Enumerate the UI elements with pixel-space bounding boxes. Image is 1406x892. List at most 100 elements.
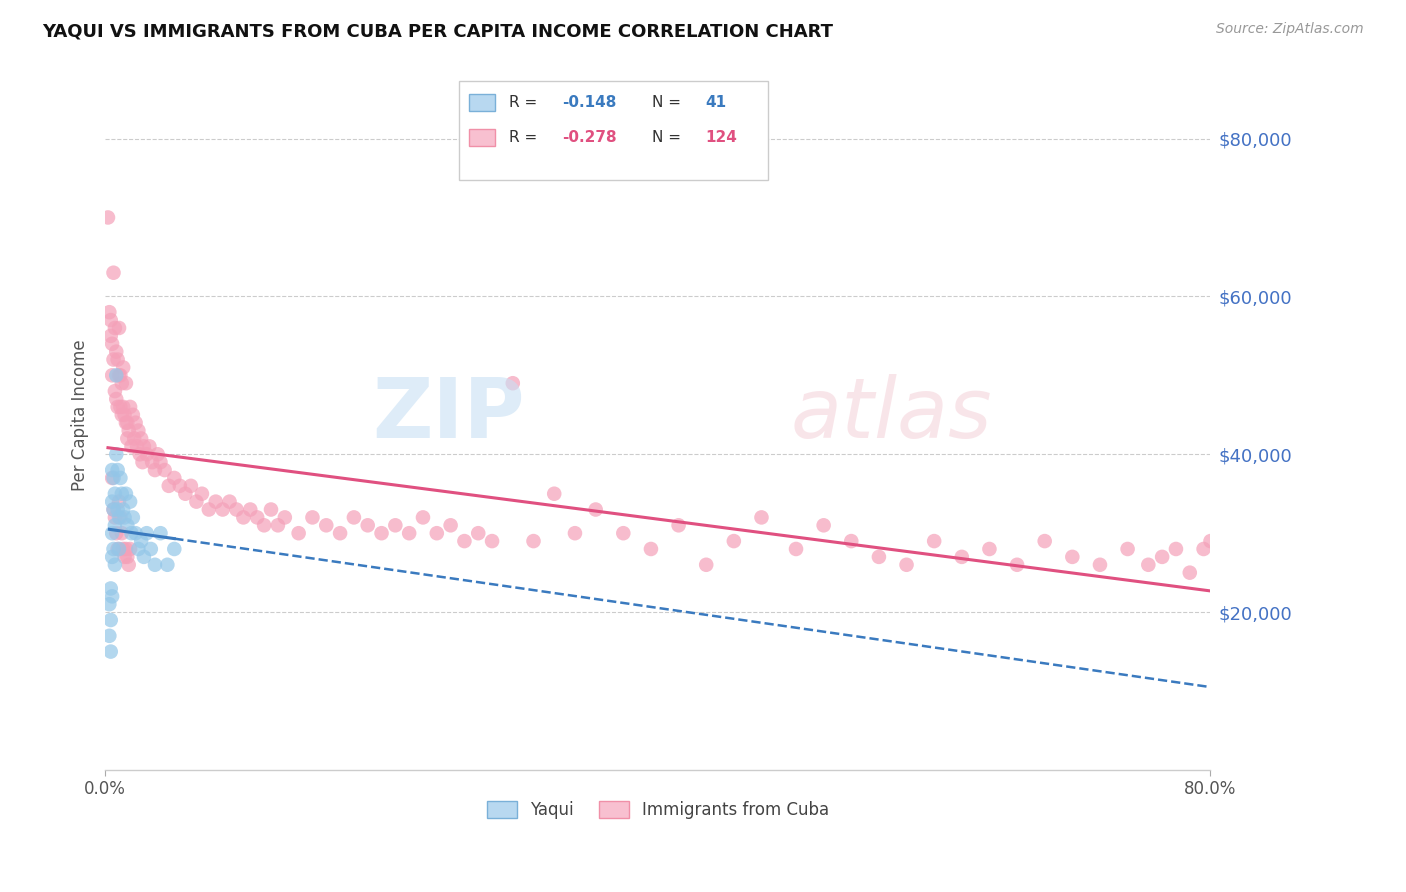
Point xyxy=(107,352,129,367)
Point xyxy=(1088,558,1111,572)
Point xyxy=(218,494,240,508)
Point xyxy=(108,541,131,556)
Point xyxy=(108,494,131,508)
Point xyxy=(668,518,690,533)
Point xyxy=(204,494,226,508)
Point xyxy=(104,384,127,398)
Point xyxy=(105,526,128,541)
Point xyxy=(122,432,145,446)
Point xyxy=(98,597,121,611)
Point xyxy=(100,582,122,596)
FancyBboxPatch shape xyxy=(468,129,495,146)
Point xyxy=(110,471,132,485)
Point xyxy=(211,502,233,516)
FancyBboxPatch shape xyxy=(468,94,495,111)
Text: N =: N = xyxy=(652,95,686,110)
Point xyxy=(114,408,136,422)
Point xyxy=(149,455,172,469)
Point xyxy=(156,558,179,572)
Point xyxy=(101,463,124,477)
Point xyxy=(111,376,134,391)
Point xyxy=(785,541,807,556)
Legend: Yaqui, Immigrants from Cuba: Yaqui, Immigrants from Cuba xyxy=(479,794,835,826)
Point xyxy=(1178,566,1201,580)
Point xyxy=(246,510,269,524)
Point xyxy=(129,432,152,446)
Point xyxy=(103,266,125,280)
Point xyxy=(267,518,290,533)
Point xyxy=(1137,558,1160,572)
Point xyxy=(640,541,662,556)
Point xyxy=(1033,534,1056,549)
Point xyxy=(103,352,125,367)
Point xyxy=(127,424,149,438)
Point xyxy=(522,534,544,549)
Point xyxy=(105,392,128,406)
Point xyxy=(453,534,475,549)
Point xyxy=(108,368,131,383)
Point xyxy=(117,549,139,564)
Point xyxy=(169,479,191,493)
Point xyxy=(118,558,141,572)
Point xyxy=(121,510,143,524)
Point xyxy=(1062,549,1084,564)
Point xyxy=(868,549,890,564)
Point xyxy=(260,502,283,516)
Point xyxy=(101,494,124,508)
Point xyxy=(121,408,143,422)
Point xyxy=(101,549,124,564)
Point xyxy=(111,526,134,541)
Point xyxy=(115,376,138,391)
Point xyxy=(115,416,138,430)
Point xyxy=(357,518,380,533)
Point xyxy=(585,502,607,516)
Point xyxy=(121,526,143,541)
Point xyxy=(979,541,1001,556)
Point xyxy=(105,447,128,461)
Point xyxy=(118,424,141,438)
Point xyxy=(1005,558,1028,572)
Point xyxy=(143,558,166,572)
Point xyxy=(105,368,128,383)
Point xyxy=(695,558,717,572)
Point xyxy=(107,541,129,556)
Point xyxy=(107,502,129,516)
Point xyxy=(564,526,586,541)
Point xyxy=(612,526,634,541)
Point xyxy=(128,447,150,461)
Point xyxy=(101,471,124,485)
Text: atlas: atlas xyxy=(790,375,993,455)
Point xyxy=(108,321,131,335)
Text: Source: ZipAtlas.com: Source: ZipAtlas.com xyxy=(1216,22,1364,37)
Point xyxy=(1164,541,1187,556)
Point xyxy=(100,329,122,343)
Point xyxy=(131,455,153,469)
Point xyxy=(101,336,124,351)
Text: 124: 124 xyxy=(706,130,737,145)
Point xyxy=(112,400,135,414)
Point xyxy=(110,400,132,414)
Point xyxy=(174,487,197,501)
Point xyxy=(813,518,835,533)
Text: -0.278: -0.278 xyxy=(561,130,616,145)
Point xyxy=(191,487,214,501)
Point xyxy=(467,526,489,541)
Point xyxy=(115,487,138,501)
Point xyxy=(120,400,142,414)
Point xyxy=(149,526,172,541)
Point xyxy=(398,526,420,541)
Point xyxy=(104,510,127,524)
Point xyxy=(751,510,773,524)
Point xyxy=(105,344,128,359)
Point xyxy=(112,360,135,375)
Point xyxy=(100,644,122,658)
Point xyxy=(384,518,406,533)
Point xyxy=(180,479,202,493)
Point xyxy=(1152,549,1174,564)
Point xyxy=(412,510,434,524)
Point xyxy=(100,613,122,627)
Point xyxy=(543,487,565,501)
Point xyxy=(315,518,337,533)
Point xyxy=(723,534,745,549)
Point xyxy=(120,541,142,556)
